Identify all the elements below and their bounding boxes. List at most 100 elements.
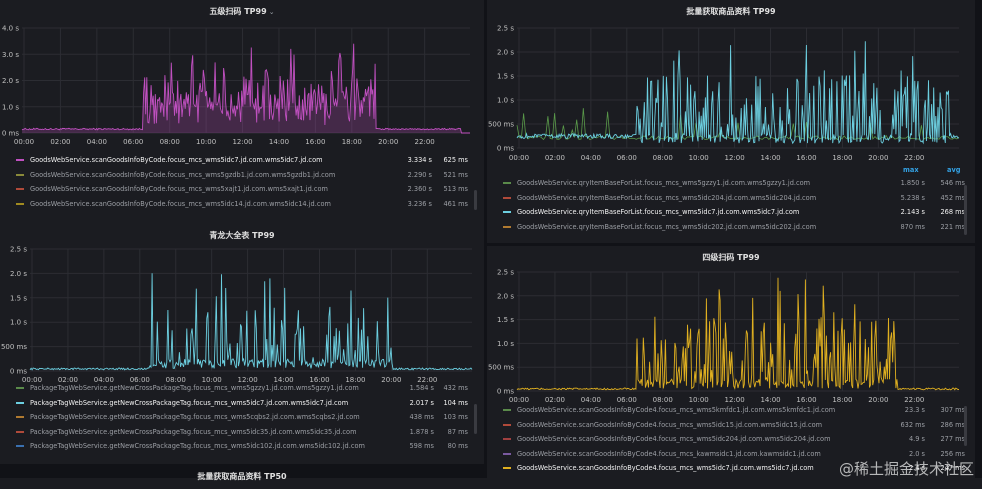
legend-max: 5.238 s <box>900 193 925 202</box>
legend-scrollbar[interactable] <box>964 406 967 446</box>
legend-series-name: PackageTagWebService.getNewCrossPackageT… <box>30 384 359 392</box>
x-tick-label: 00:00 <box>509 154 529 162</box>
legend-item[interactable]: GoodsWebService.scanGoodsInfoByCode.focu… <box>16 168 474 182</box>
legend-scrollbar[interactable] <box>964 185 967 235</box>
legend-swatch <box>16 401 24 404</box>
legend-swatch <box>503 467 511 469</box>
panel-title-tp50[interactable]: 批量获取商品资料 TP50 <box>197 472 287 481</box>
legend-item[interactable]: GoodsWebService.scanGoodsInfoByCode4.foc… <box>503 447 965 461</box>
y-tick-label: 2.5 s <box>497 269 514 277</box>
legend-item[interactable]: GoodsWebService.scanGoodsInfoByCode4.foc… <box>503 461 965 475</box>
legend-swatch <box>16 173 24 176</box>
legend-series-name: PackageTagWebService.getNewCrossPackageT… <box>30 413 360 421</box>
x-tick-label: 14:00 <box>760 396 780 404</box>
series-line <box>21 43 470 134</box>
legend-series-name: GoodsWebService.scanGoodsInfoByCode4.foc… <box>517 420 823 429</box>
y-tick-label: 1.0 s <box>497 340 514 348</box>
x-tick-label: 16:00 <box>309 376 329 384</box>
y-tick-label: 1.5 s <box>10 294 27 302</box>
legend-header-avg[interactable]: avg <box>947 166 961 174</box>
legend-swatch <box>503 438 511 440</box>
legend-series-name: GoodsWebService.scanGoodsInfoByCode.focu… <box>30 199 331 208</box>
y-tick-label: 0 ms <box>497 388 514 396</box>
legend-item[interactable]: GoodsWebService.qryItemBaseForList.focus… <box>503 220 965 234</box>
legend-item[interactable]: GoodsWebService.scanGoodsInfoByCode.focu… <box>16 153 474 167</box>
legend-item[interactable]: GoodsWebService.scanGoodsInfoByCode4.foc… <box>503 403 965 417</box>
panel-title[interactable]: 青龙大全表 TP99 <box>209 231 275 240</box>
x-tick-label: 04:00 <box>581 396 601 404</box>
legend-series-name: GoodsWebService.qryItemBaseForList.focus… <box>517 222 817 231</box>
legend-series-name: PackageTagWebService.getNewCrossPackageT… <box>30 398 349 407</box>
x-tick-label: 08:00 <box>653 396 673 404</box>
legend-series-name: GoodsWebService.scanGoodsInfoByCode.focu… <box>30 170 336 179</box>
y-tick-label: 500 ms <box>488 364 514 372</box>
legend-scrollbar[interactable] <box>474 404 477 434</box>
y-tick-label: 2.0 s <box>10 270 27 278</box>
legend-scrollbar[interactable] <box>474 190 477 210</box>
legend-item[interactable]: GoodsWebService.scanGoodsInfoByCode4.foc… <box>503 418 965 432</box>
panel-title[interactable]: 批量获取商品资料 TP99 <box>686 7 776 16</box>
x-tick-label: 18:00 <box>832 154 852 162</box>
x-tick-label: 00:00 <box>14 138 34 146</box>
legend-max: 632 ms <box>900 420 925 429</box>
legend-item[interactable]: PackageTagWebService.getNewCrossPackageT… <box>16 410 474 424</box>
legend-series-name: GoodsWebService.qryItemBaseForList.focus… <box>517 179 811 187</box>
legend-header-max[interactable]: max <box>903 166 919 174</box>
x-tick-label: 22:00 <box>904 396 924 404</box>
y-tick-label: 4.0 s <box>2 25 19 33</box>
legend-item[interactable]: GoodsWebService.scanGoodsInfoByCode.focu… <box>16 182 474 196</box>
x-tick-label: 02:00 <box>58 376 78 384</box>
x-tick-label: 14:00 <box>269 138 289 146</box>
legend-swatch <box>16 445 24 447</box>
legend-max: 2.017 s <box>409 398 434 407</box>
panel-four-level-scan: 四级扫码 TP99 2.5 s 2.0 s 1.5 s 1.0 s 500 ms 0 ms… <box>487 246 975 478</box>
y-tick-label: 1.5 s <box>497 73 514 81</box>
legend-avg: 277 ms <box>940 435 965 443</box>
legend-max: 1.584 s <box>409 384 434 392</box>
legend-series-name: PackageTagWebService.getNewCrossPackageT… <box>30 442 365 450</box>
panel-five-level-scan: 五级扫码 TP99 ⌄ 4.0 s 3.0 s 2.0 s 1.0 s 0 ms 00:00… <box>0 0 484 238</box>
series-line <box>516 41 960 145</box>
legend-max: 2.290 s <box>407 170 432 179</box>
legend-swatch <box>503 409 511 411</box>
panel-title[interactable]: 四级扫码 TP99 <box>702 253 760 262</box>
panel-batch-goods-info-tp50 <box>0 478 982 489</box>
legend-avg: 87 ms <box>447 427 468 436</box>
y-tick-label: 2.0 s <box>497 49 514 57</box>
x-tick-label: 12:00 <box>232 138 252 146</box>
x-tick-label: 10:00 <box>196 138 216 146</box>
y-tick-label: 0 ms <box>497 145 514 153</box>
x-tick-label: 12:00 <box>725 396 745 404</box>
legend-item[interactable]: PackageTagWebService.getNewCrossPackageT… <box>16 396 474 410</box>
x-tick-label: 18:00 <box>342 138 362 146</box>
legend-item[interactable]: GoodsWebService.scanGoodsInfoByCode.focu… <box>16 197 474 211</box>
legend-item[interactable]: GoodsWebService.qryItemBaseForList.focus… <box>503 176 965 190</box>
legend-swatch <box>16 430 24 433</box>
legend-item[interactable]: GoodsWebService.qryItemBaseForList.focus… <box>503 191 965 205</box>
y-tick-label: 1.0 s <box>497 97 514 105</box>
chevron-down-icon[interactable]: ⌄ <box>268 8 275 16</box>
legend-item[interactable]: GoodsWebService.scanGoodsInfoByCode4.foc… <box>503 432 965 446</box>
legend-max: 598 ms <box>409 442 434 450</box>
legend-max: 4.9 s <box>908 435 925 443</box>
x-tick-label: 14:00 <box>273 376 293 384</box>
legend-max: 2.143 s <box>900 208 925 216</box>
legend-avg: 521 ms <box>443 170 468 179</box>
panel-title[interactable]: 五级扫码 TP99 ⌄ <box>209 7 275 16</box>
x-tick-label: 04:00 <box>581 154 601 162</box>
y-tick-label: 2.0 s <box>497 292 514 300</box>
legend-item[interactable]: GoodsWebService.qryItemBaseForList.focus… <box>503 205 965 219</box>
legend-avg: 268 ms <box>940 208 965 216</box>
legend-max: 3.236 s <box>407 199 432 208</box>
legend-avg: 247 ms <box>940 464 965 472</box>
x-tick-label: 08:00 <box>166 376 186 384</box>
legend-item[interactable]: PackageTagWebService.getNewCrossPackageT… <box>16 425 474 439</box>
legend-item[interactable]: PackageTagWebService.getNewCrossPackageT… <box>16 439 474 453</box>
x-tick-label: 20:00 <box>381 376 401 384</box>
legend-item[interactable]: PackageTagWebService.getNewCrossPackageT… <box>16 381 474 395</box>
y-tick-label: 2.0 s <box>2 77 19 85</box>
